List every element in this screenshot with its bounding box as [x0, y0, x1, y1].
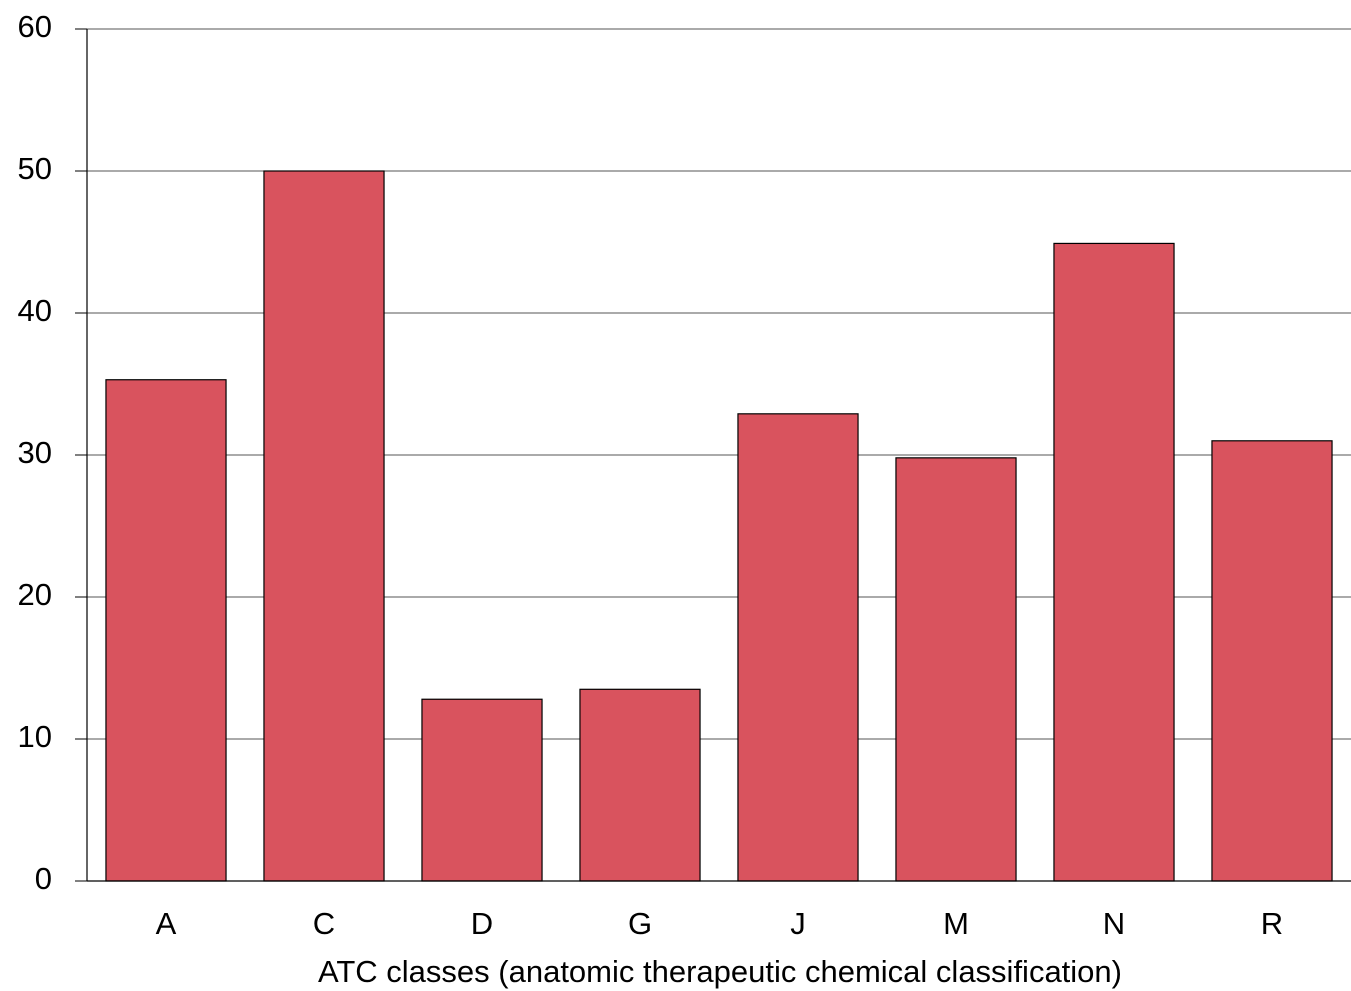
y-tick-label: 10	[18, 719, 52, 754]
y-tick-label: 20	[18, 577, 52, 612]
bar	[105, 379, 227, 882]
y-tick-label: 40	[18, 293, 52, 328]
x-tick-label: R	[1261, 906, 1283, 941]
y-tick-label: 50	[18, 151, 52, 186]
y-tick-label: 0	[35, 861, 52, 896]
x-tick-label: A	[156, 906, 177, 941]
x-axis-title: ATC classes (anatomic therapeutic chemic…	[318, 954, 1122, 989]
x-tick-label: C	[313, 906, 335, 941]
bar	[263, 170, 385, 882]
bar	[737, 413, 859, 882]
bar	[1053, 242, 1175, 882]
bar	[1211, 440, 1333, 882]
bar	[421, 698, 543, 882]
x-tick-label: J	[790, 906, 806, 941]
bar	[579, 688, 701, 882]
y-tick-label: 60	[18, 9, 52, 44]
x-tick-label: D	[471, 906, 493, 941]
x-tick-label: M	[943, 906, 969, 941]
x-tick-label: N	[1103, 906, 1125, 941]
x-tick-label: G	[628, 906, 652, 941]
bar	[895, 457, 1017, 882]
y-tick-label: 30	[18, 435, 52, 470]
